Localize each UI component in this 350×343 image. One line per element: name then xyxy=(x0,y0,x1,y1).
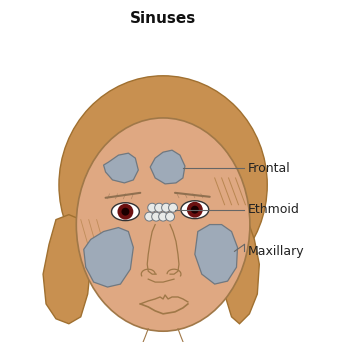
Ellipse shape xyxy=(181,201,209,218)
Polygon shape xyxy=(84,227,133,287)
Text: Ethmoid: Ethmoid xyxy=(247,203,299,216)
Circle shape xyxy=(187,202,203,217)
Ellipse shape xyxy=(59,76,267,294)
Circle shape xyxy=(121,208,130,216)
Polygon shape xyxy=(104,153,138,183)
Polygon shape xyxy=(195,225,238,284)
Polygon shape xyxy=(43,215,91,324)
Ellipse shape xyxy=(112,203,139,221)
Circle shape xyxy=(152,212,161,221)
Text: Sinuses: Sinuses xyxy=(130,11,196,26)
Circle shape xyxy=(162,203,170,212)
Circle shape xyxy=(155,203,163,212)
Circle shape xyxy=(145,212,154,221)
Text: Maxillary: Maxillary xyxy=(247,245,304,258)
Circle shape xyxy=(118,204,133,220)
Circle shape xyxy=(191,206,199,214)
Polygon shape xyxy=(222,215,259,324)
Ellipse shape xyxy=(76,118,250,331)
Circle shape xyxy=(166,212,175,221)
Circle shape xyxy=(169,203,177,212)
Circle shape xyxy=(159,212,168,221)
Circle shape xyxy=(148,203,157,212)
Polygon shape xyxy=(150,150,185,184)
Text: Frontal: Frontal xyxy=(247,162,290,175)
